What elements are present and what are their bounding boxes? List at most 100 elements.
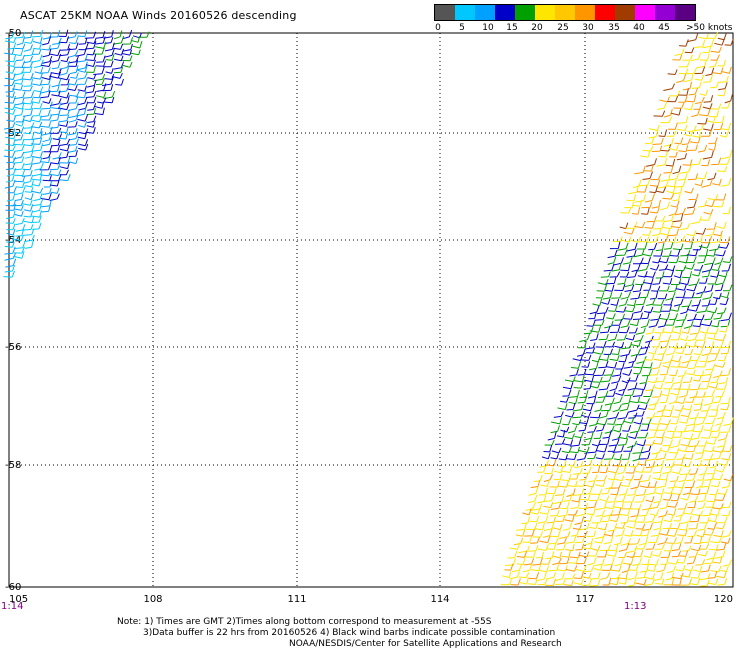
- wind-barb: [677, 529, 688, 537]
- wind-barb: [507, 550, 518, 559]
- wind-barb: [651, 199, 661, 209]
- wind-barb: [668, 283, 678, 293]
- wind-barb: [696, 60, 707, 69]
- wind-barb: [5, 133, 17, 140]
- wind-barb: [703, 74, 713, 83]
- wind-barb: [655, 215, 666, 222]
- wind-barb: [674, 397, 686, 404]
- wind-barb: [24, 193, 34, 201]
- legend-swatch: [455, 5, 475, 20]
- wind-barb: [661, 250, 672, 257]
- wind-barb: [673, 431, 683, 438]
- wind-barb: [694, 179, 704, 187]
- wind-barb: [634, 542, 647, 550]
- wind-barb: [620, 349, 631, 357]
- wind-barb: [686, 67, 697, 75]
- wind-barb: [583, 514, 593, 522]
- wind-barb: [722, 284, 733, 292]
- wind-barb: [690, 544, 702, 552]
- wind-barb: [703, 424, 714, 431]
- wind-barb: [587, 557, 597, 566]
- wind-barb: [639, 236, 650, 243]
- wind-barb: [682, 376, 693, 383]
- wind-barb: [13, 60, 26, 68]
- wind-barb: [694, 66, 706, 75]
- wind-barb: [602, 577, 612, 586]
- wind-barb: [550, 417, 563, 425]
- wind-barb: [42, 151, 52, 160]
- wind-barb: [23, 138, 35, 147]
- wind-barb: [587, 425, 597, 433]
- wind-barb: [682, 81, 693, 91]
- wind-barb: [554, 488, 566, 496]
- lat-tick-label: -58: [5, 460, 21, 471]
- wind-barb: [645, 543, 656, 550]
- wind-barb: [77, 114, 89, 122]
- wind-barb: [707, 277, 718, 285]
- wind-barb: [680, 515, 692, 525]
- wind-barb: [699, 354, 709, 362]
- wind-barb: [528, 545, 539, 552]
- wind-barb: [12, 84, 23, 91]
- wind-barb: [686, 417, 697, 427]
- wind-barb: [601, 487, 611, 495]
- wind-barb: [634, 194, 646, 203]
- wind-barb: [698, 466, 708, 476]
- wind-barb: [564, 376, 576, 383]
- wind-barb: [581, 361, 591, 368]
- wind-barb: [32, 179, 42, 187]
- wind-barb: [717, 433, 729, 441]
- wind-barb: [77, 30, 88, 38]
- wind-barb: [627, 374, 639, 382]
- wind-barb: [609, 241, 621, 250]
- wind-barb: [689, 578, 701, 586]
- wind-barb: [700, 564, 711, 573]
- wind-barb: [621, 341, 633, 350]
- wind-barb: [676, 313, 688, 322]
- wind-barb: [705, 199, 716, 207]
- wind-barb: [719, 236, 731, 244]
- wind-barb: [655, 431, 666, 439]
- wind-barb: [51, 90, 61, 97]
- wind-barb: [555, 515, 566, 522]
- wind-barb: [611, 262, 622, 272]
- wind-barb: [122, 61, 133, 68]
- wind-barb: [695, 227, 707, 235]
- wind-barb: [572, 419, 582, 426]
- legend-color-bar: [434, 4, 696, 21]
- wind-barb: [619, 403, 630, 412]
- wind-barb: [104, 42, 115, 52]
- wind-barb: [23, 127, 33, 135]
- wind-barb: [574, 516, 585, 525]
- wind-barb: [33, 193, 43, 202]
- wind-barb: [654, 572, 664, 581]
- wind-barb: [15, 54, 25, 62]
- legend-swatch: [515, 5, 535, 20]
- wind-barb: [531, 503, 543, 511]
- wind-barb: [652, 514, 665, 524]
- wind-barb: [105, 68, 114, 74]
- wind-barb: [594, 404, 603, 412]
- wind-barb: [515, 529, 526, 537]
- wind-barb: [661, 411, 673, 418]
- wind-barb: [687, 530, 698, 538]
- wind-barb: [539, 460, 549, 468]
- wind-barb: [687, 144, 698, 151]
- wind-barb: [664, 376, 675, 384]
- wind-barb: [680, 306, 690, 315]
- wind-barb: [113, 61, 125, 70]
- wind-barb: [572, 524, 582, 530]
- wind-barb: [612, 404, 622, 413]
- wind-barb: [720, 291, 730, 299]
- wind-barb: [69, 157, 79, 165]
- wind-barb: [615, 528, 626, 537]
- wind-barb: [681, 271, 692, 279]
- wind-barb: [701, 180, 713, 188]
- wind-barb: [33, 42, 42, 50]
- wind-barb: [583, 542, 593, 550]
- wind-barb: [639, 564, 649, 573]
- wind-barb: [5, 67, 16, 74]
- wind-barb: [710, 565, 722, 573]
- wind-barb: [23, 174, 34, 184]
